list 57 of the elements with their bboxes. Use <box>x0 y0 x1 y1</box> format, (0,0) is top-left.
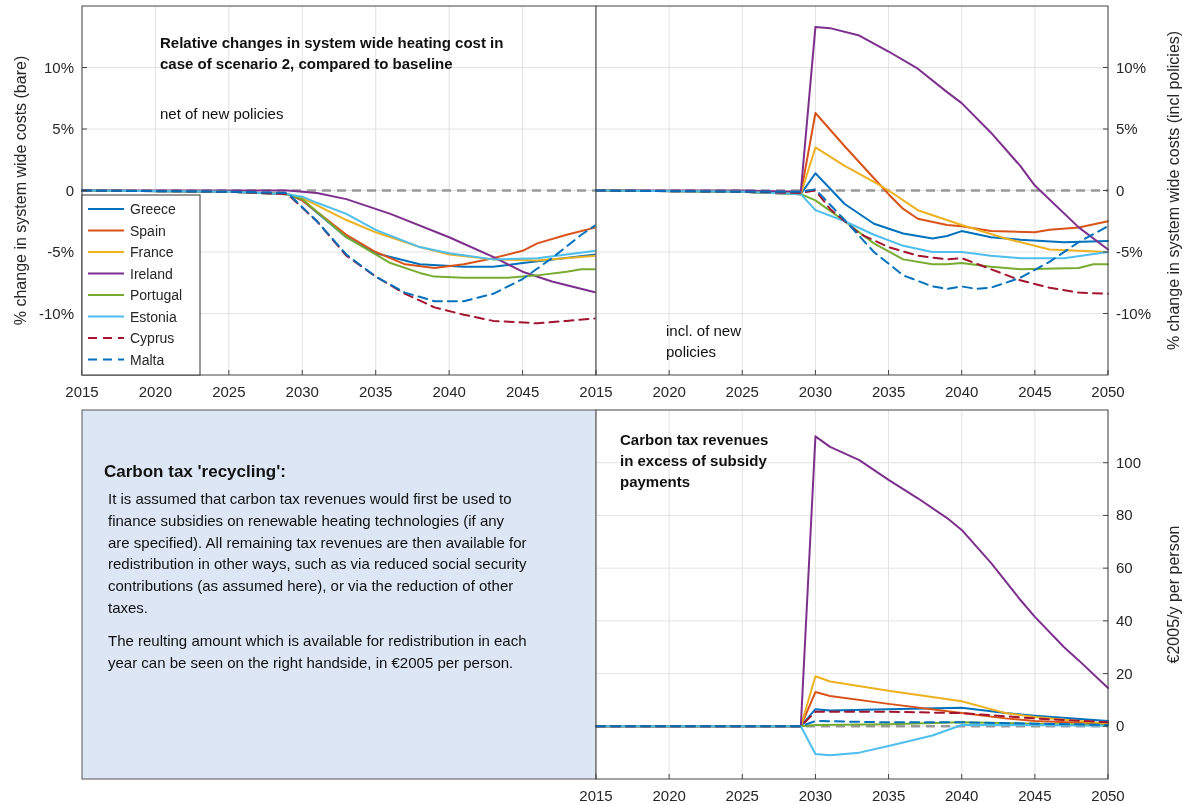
x-tick-label: 2025 <box>725 383 759 400</box>
y2-tick-label: 80 <box>1116 506 1133 524</box>
x-tick-label: 2035 <box>871 383 906 400</box>
y-axis-title: % change in system wide costs (bare) <box>12 55 29 326</box>
x-tick-label: 2050 <box>1091 383 1125 400</box>
x-tick-label: 2015 <box>579 787 613 804</box>
legend-label: France <box>130 244 174 260</box>
y2-tick-label: 5% <box>1116 120 1138 137</box>
x-tick-label: 2045 <box>1018 383 1052 400</box>
text: It is assumed that carbon tax revenues would first be used to finance subsidies on renewable heating technologies (if any are specified). All remaining tax revenues are then available for redistribution in other ways, such as via reduced social security contributions (as assumed here), or via the reduction of other taxes. <box>108 490 528 616</box>
x-tick-label: 2030 <box>798 383 833 400</box>
x-tick-label: 2030 <box>285 383 319 400</box>
x-tick-label: 2040 <box>945 787 979 804</box>
y2-tick-label: -10% <box>1116 304 1152 322</box>
legend-label: Spain <box>130 222 166 239</box>
x-tick-label: 2040 <box>945 383 979 400</box>
y-tick-label: -5% <box>47 243 74 260</box>
y-tick-label: 0 <box>65 181 74 199</box>
x-tick-label: 2035 <box>871 787 906 804</box>
legend-label: Cyprus <box>130 330 175 346</box>
y2-axis-title: €2005/y per person <box>1165 525 1182 664</box>
legend-label: Ireland <box>130 265 173 282</box>
x-tick-label: 2020 <box>652 787 686 804</box>
x-tick-label: 2045 <box>505 383 540 400</box>
x-tick-label: 2020 <box>652 383 686 400</box>
y2-tick-label: 40 <box>1116 611 1133 629</box>
y-tick-label: -10% <box>38 304 74 322</box>
text: Relative changes in system wide heating cost in case of scenario 2, compared to baseline <box>160 34 504 72</box>
x-tick-label: 2025 <box>725 787 759 804</box>
annotation: net of new policies <box>160 105 284 122</box>
text: Carbon tax revenues in excess of subsidy payments <box>620 431 769 490</box>
x-tick-label: 2015 <box>65 383 99 400</box>
legend-label: Malta <box>130 351 165 368</box>
x-tick-label: 2020 <box>138 383 173 400</box>
y2-tick-label: 0 <box>1116 717 1125 735</box>
y2-tick-label: -5% <box>1116 243 1143 260</box>
x-tick-label: 2040 <box>432 383 466 400</box>
x-tick-label: 2015 <box>579 383 613 400</box>
y-tick-label: 10% <box>43 58 74 76</box>
y2-tick-label: 60 <box>1116 559 1133 577</box>
y2-tick-label: 20 <box>1116 664 1133 682</box>
y2-tick-label: 10% <box>1116 58 1147 76</box>
y2-axis-title: % change in system wide costs (incl policies) <box>1165 30 1182 351</box>
x-tick-label: 2030 <box>798 787 833 804</box>
x-tick-label: 2045 <box>1018 787 1052 804</box>
x-tick-label: 2035 <box>359 383 393 400</box>
text: Carbon tax 'recycling': <box>104 462 286 481</box>
legend-label: Portugal <box>130 287 183 303</box>
text: The reulting amount which is available for redistribution in each year can be seen on the right handside, in €2005 per person. <box>108 632 527 671</box>
y2-tick-label: 0 <box>1116 181 1125 199</box>
legend-label: Estonia <box>130 308 177 325</box>
legend-label: Greece <box>130 201 177 217</box>
annotation: incl. of new policies <box>666 322 742 360</box>
y2-tick-label: 100 <box>1116 453 1142 471</box>
y-tick-label: 5% <box>52 120 74 137</box>
x-tick-label: 2025 <box>212 383 246 400</box>
x-tick-label: 2050 <box>1091 787 1125 804</box>
